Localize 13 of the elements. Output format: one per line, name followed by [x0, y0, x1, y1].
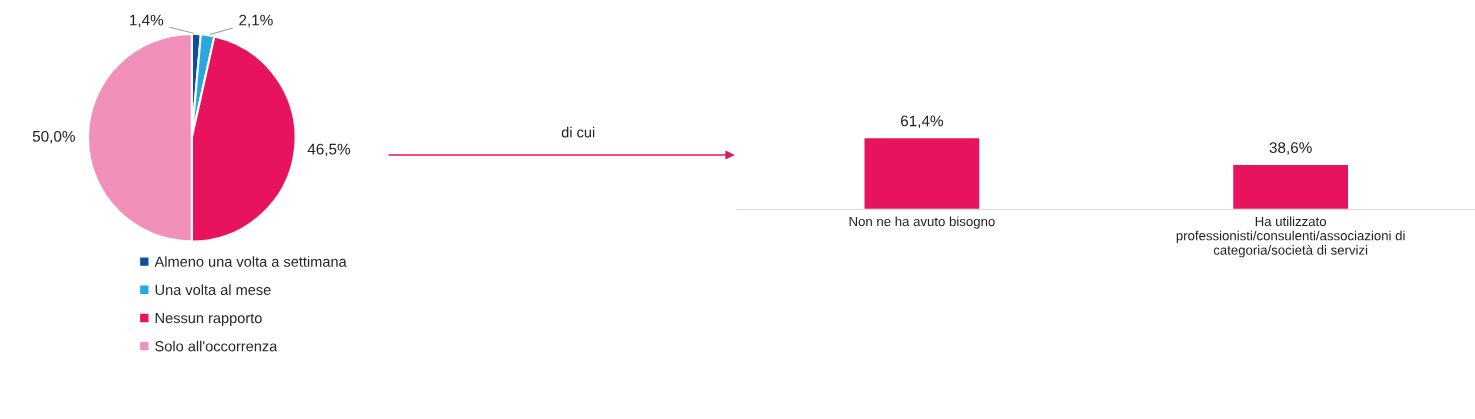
text: di cui [561, 126, 595, 138]
x-tick-label: Ha utilizzato professionisti/consulenti/associazioni di categoria/società di servizi [1176, 216, 1405, 258]
data-label: 1,4% [130, 14, 164, 28]
x-tick-label: Non ne ha avuto bisogno [849, 216, 995, 229]
legend-label: Una volta al mese [155, 284, 271, 296]
data-label: 46,5% [307, 143, 351, 157]
legend-label: Nessun rapporto [155, 313, 262, 327]
data-label: 61,4% [900, 115, 943, 129]
legend-label: Almeno una volta a settimana [154, 256, 347, 267]
data-label: 38,6% [1269, 142, 1312, 155]
legend-label: Solo all'occorrenza [155, 340, 278, 352]
data-label: 50,0% [32, 130, 75, 144]
data-label: 2,1% [239, 14, 273, 28]
